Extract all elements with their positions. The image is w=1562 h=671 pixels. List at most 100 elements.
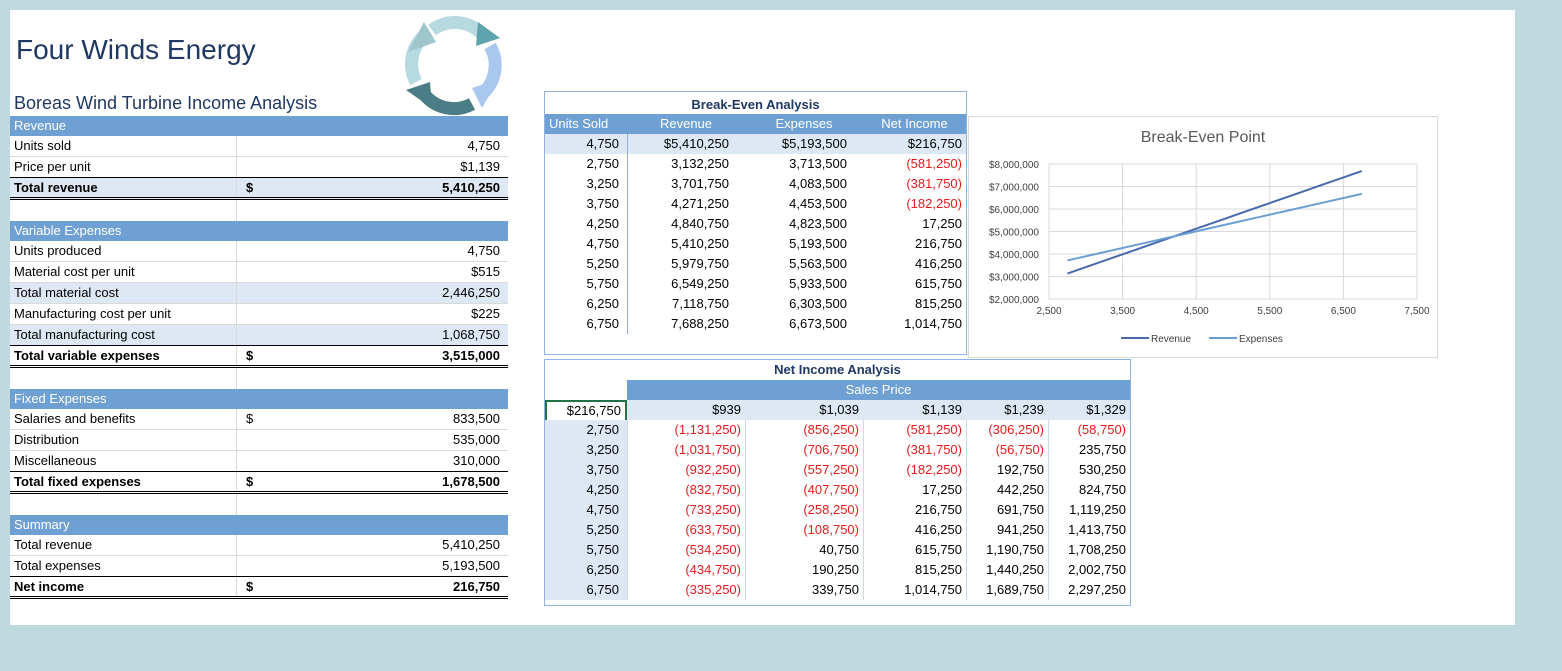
break-even-cell[interactable]: 6,549,250 <box>671 276 729 291</box>
break-even-row[interactable]: 4,750 $5,410,250 $5,193,500 $216,750 <box>545 134 966 154</box>
mfg-cost-row[interactable]: Manufacturing cost per unit $225 <box>10 304 508 325</box>
summary-header-row[interactable]: Summary <box>10 515 508 535</box>
total-revenue-row[interactable]: Total revenue $5,410,250 <box>10 177 508 200</box>
break-even-cell[interactable]: 815,250 <box>915 296 962 311</box>
net-income-cell[interactable]: 815,250 <box>915 562 962 577</box>
break-even-row[interactable]: 4,250 4,840,750 4,823,500 17,250 <box>545 214 966 234</box>
break-even-cell[interactable]: 5,410,250 <box>671 236 729 251</box>
break-even-cell[interactable]: 4,453,500 <box>789 196 847 211</box>
break-even-cell[interactable]: 3,701,750 <box>671 176 729 191</box>
net-income-cell[interactable]: 3,250 <box>586 442 619 457</box>
net-income-cell[interactable]: (706,750) <box>803 442 859 457</box>
variable-header-row[interactable]: Variable Expenses <box>10 221 508 241</box>
break-even-cell[interactable]: 615,750 <box>915 276 962 291</box>
net-income-cell[interactable]: 17,250 <box>922 482 962 497</box>
net-income-cell[interactable]: 416,250 <box>915 522 962 537</box>
total-fixed-row[interactable]: Total fixed expenses $1,678,500 <box>10 471 508 494</box>
units-sold-row[interactable]: Units sold 4,750 <box>10 136 508 157</box>
break-even-row[interactable]: 5,750 6,549,250 5,933,500 615,750 <box>545 274 966 294</box>
net-income-cell[interactable]: 530,250 <box>1079 462 1126 477</box>
net-income-cell[interactable]: 40,750 <box>819 542 859 557</box>
net-income-cell[interactable]: 941,250 <box>997 522 1044 537</box>
break-even-cell[interactable]: 5,563,500 <box>789 256 847 271</box>
sales-price-cell[interactable]: $1,139 <box>922 402 962 417</box>
net-income-cell[interactable]: 190,250 <box>812 562 859 577</box>
net-income-cell[interactable]: 1,190,750 <box>986 542 1044 557</box>
units-produced-row[interactable]: Units produced 4,750 <box>10 241 508 262</box>
break-even-cell[interactable]: $5,193,500 <box>781 136 847 151</box>
material-cost-row[interactable]: Material cost per unit $515 <box>10 262 508 283</box>
net-income-row[interactable]: 4,250 (832,750) (407,750) 17,250 442,250 824,… <box>545 480 1130 500</box>
net-income-cell[interactable]: 5,750 <box>586 542 619 557</box>
break-even-cell[interactable]: 7,118,750 <box>672 296 729 311</box>
break-even-chart[interactable]: Break-Even Point $8,000,000 $7,000,000 $6,0… <box>968 116 1438 358</box>
salaries-row[interactable]: Salaries and benefits $833,500 <box>10 409 508 430</box>
net-income-cell[interactable]: 1,119,250 <box>1069 502 1126 517</box>
net-income-cell[interactable]: 615,750 <box>915 542 962 557</box>
net-income-cell[interactable]: 5,250 <box>586 522 619 537</box>
distribution-row[interactable]: Distribution 535,000 <box>10 430 508 451</box>
net-income-cell[interactable]: (856,250) <box>803 422 859 437</box>
break-even-cell[interactable]: 3,250 <box>586 176 619 191</box>
sum-expenses-row[interactable]: Total expenses 5,193,500 <box>10 556 508 576</box>
net-income-row[interactable]: 4,750 (733,250) (258,250) 216,750 691,750 1,1… <box>545 500 1130 520</box>
net-income-cell[interactable]: 235,750 <box>1079 442 1126 457</box>
break-even-row[interactable]: 2,750 3,132,250 3,713,500 (581,250) <box>545 154 966 174</box>
break-even-cell[interactable]: 7,688,250 <box>671 316 729 331</box>
net-income-row[interactable]: 5,250 (633,750) (108,750) 416,250 941,250 1,4… <box>545 520 1130 540</box>
total-material-row[interactable]: Total material cost 2,446,250 <box>10 283 508 304</box>
net-income-cell[interactable]: (407,750) <box>803 482 859 497</box>
break-even-cell[interactable]: 416,250 <box>915 256 962 271</box>
break-even-cell[interactable]: 216,750 <box>915 236 962 251</box>
break-even-row[interactable]: 3,750 4,271,250 4,453,500 (182,250) <box>545 194 966 214</box>
net-income-cell[interactable]: 2,297,250 <box>1068 582 1126 597</box>
fixed-header-row[interactable]: Fixed Expenses <box>10 389 508 409</box>
break-even-row[interactable]: 5,250 5,979,750 5,563,500 416,250 <box>545 254 966 274</box>
break-even-cell[interactable]: 1,014,750 <box>904 316 962 331</box>
net-income-cell[interactable]: 691,750 <box>997 502 1044 517</box>
break-even-cell[interactable]: 6,673,500 <box>789 316 847 331</box>
break-even-cell[interactable]: 5,193,500 <box>789 236 847 251</box>
break-even-cell[interactable]: $216,750 <box>907 136 962 151</box>
total-variable-row[interactable]: Total variable expenses $3,515,000 <box>10 345 508 368</box>
net-income-row[interactable]: 5,750 (534,250) 40,750 615,750 1,190,750 1,70… <box>545 540 1130 560</box>
total-mfg-row[interactable]: Total manufacturing cost 1,068,750 <box>10 325 508 345</box>
break-even-cell[interactable]: (182,250) <box>906 196 962 211</box>
break-even-row[interactable]: 4,750 5,410,250 5,193,500 216,750 <box>545 234 966 254</box>
break-even-cell[interactable]: (381,750) <box>906 176 962 191</box>
break-even-cell[interactable]: 4,250 <box>586 216 619 231</box>
net-income-cell[interactable]: (434,750) <box>685 562 741 577</box>
sales-price-cell[interactable]: $1,039 <box>819 402 859 417</box>
net-income-cell[interactable]: (733,250) <box>685 502 741 517</box>
net-income-cell[interactable]: (932,250) <box>685 462 741 477</box>
break-even-cell[interactable]: 4,083,500 <box>789 176 847 191</box>
net-income-cell[interactable]: 4,750 <box>586 502 619 517</box>
net-income-cell[interactable]: 1,689,750 <box>986 582 1044 597</box>
net-income-cell[interactable]: (306,250) <box>988 422 1044 437</box>
break-even-cell[interactable]: 6,750 <box>586 316 619 331</box>
break-even-cell[interactable]: (581,250) <box>906 156 962 171</box>
net-income-cell[interactable]: 1,413,750 <box>1068 522 1126 537</box>
break-even-cell[interactable]: 3,132,250 <box>671 156 729 171</box>
net-income-cell[interactable]: 6,250 <box>586 562 619 577</box>
net-income-cell[interactable]: 1,014,750 <box>904 582 962 597</box>
net-income-cell[interactable]: 2,002,750 <box>1068 562 1126 577</box>
break-even-row[interactable]: 6,250 7,118,750 6,303,500 815,250 <box>545 294 966 314</box>
sum-revenue-row[interactable]: Total revenue 5,410,250 <box>10 535 508 556</box>
net-income-cell[interactable]: (1,031,750) <box>674 442 742 457</box>
net-income-row[interactable]: 3,250 (1,031,750) (706,750) (381,750) (56,75… <box>545 440 1130 460</box>
break-even-cell[interactable]: $5,410,250 <box>663 136 729 151</box>
net-income-cell[interactable]: 339,750 <box>812 582 859 597</box>
break-even-cell[interactable]: 5,933,500 <box>789 276 847 291</box>
net-income-cell[interactable]: (557,250) <box>803 462 859 477</box>
net-income-cell[interactable]: (633,750) <box>685 522 741 537</box>
net-income-cell[interactable]: 3,750 <box>586 462 619 477</box>
break-even-cell[interactable]: 4,750 <box>586 236 619 251</box>
break-even-cell[interactable]: 5,750 <box>586 276 619 291</box>
net-income-cell[interactable]: 6,750 <box>586 582 619 597</box>
net-income-cell[interactable]: (832,750) <box>685 482 741 497</box>
break-even-cell[interactable]: 6,250 <box>586 296 619 311</box>
net-income-cell[interactable]: 192,750 <box>997 462 1044 477</box>
net-income-cell[interactable]: (335,250) <box>685 582 741 597</box>
net-income-cell[interactable]: (58,750) <box>1077 422 1126 437</box>
